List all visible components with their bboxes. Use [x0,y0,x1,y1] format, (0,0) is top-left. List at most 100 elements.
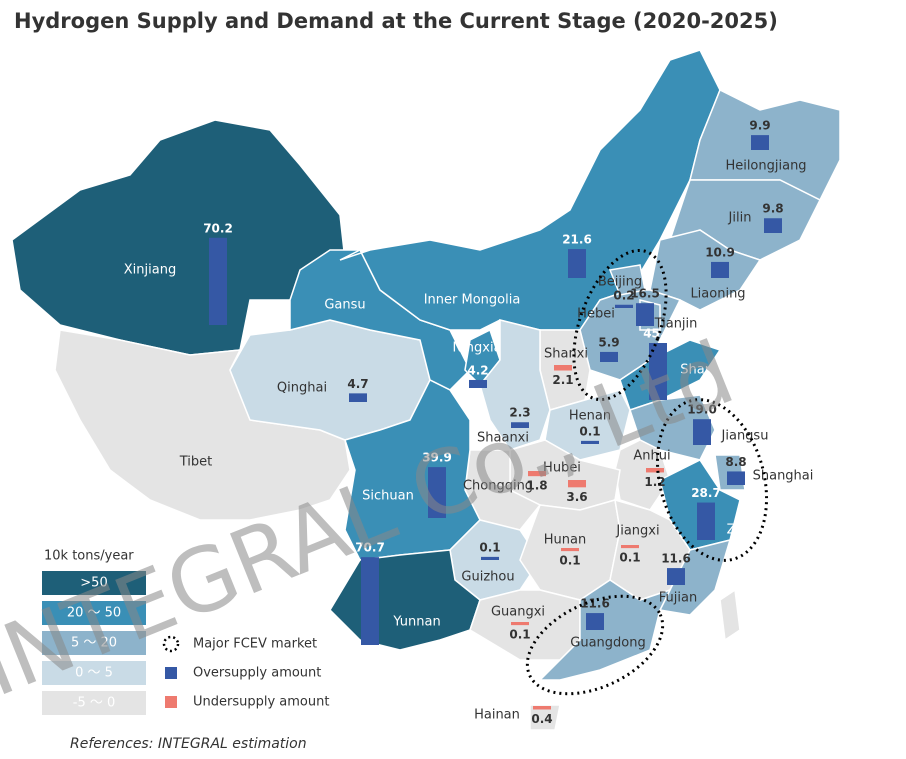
legend-label: 5 ～ 20 [71,636,117,651]
value-label: 0.1 [619,551,640,565]
province-name: Sichuan [362,489,414,504]
value-label: 16.5 [630,287,660,301]
province-name: Anhui [633,449,670,464]
legend-swatch [42,571,146,595]
legend-label: Undersupply amount [193,695,329,710]
value-label: 4.7 [347,377,368,391]
oversupply-bar [581,440,599,444]
province-name: Liaoning [690,287,745,302]
province-name: Guangdong [570,636,645,651]
province-name: Beijing [598,275,642,290]
province-name: Jiangsu [721,429,769,444]
legend: 10k tons/year >50 20 ～ 50 5 ～ 20 0 ～ 5 -5 ～ … [42,549,329,715]
value-label: 21.6 [562,233,592,247]
legend-label: 0 ～ 5 [75,666,113,681]
undersupply-bar [533,706,551,710]
undersupply-bar [511,622,529,626]
oversupply-bar [481,556,499,560]
oversupply-bar [615,304,633,308]
legend-marker [165,667,177,679]
province-name: Inner Mongolia [424,293,521,308]
province-name: Shanghai [753,469,814,484]
province-name: Shanxi [544,347,588,362]
oversupply-bar [209,237,227,325]
oversupply-bar [349,393,367,402]
undersupply-bar [621,545,639,549]
oversupply-bar [764,218,782,233]
value-label: 70.2 [203,221,233,235]
value-label: 19.0 [687,403,717,417]
value-label: 1.2 [644,475,665,489]
province-name: Shandong [680,363,745,378]
value-label: 3.6 [566,490,587,504]
island [719,588,741,642]
oversupply-bar [727,471,745,485]
province-name: Hainan [474,708,520,723]
province-name: Tianjin [654,317,698,332]
legend-swatch [42,691,146,715]
oversupply-bar [469,379,487,388]
legend-label: 20 ～ 50 [67,606,121,621]
legend-marker [165,696,177,708]
value-label: 2.3 [509,406,530,420]
value-label: 4.2 [467,363,488,377]
province [54,329,351,521]
value-label: 11.6 [661,552,691,566]
province-name: Jiangxi [615,524,659,539]
oversupply-bar [568,249,586,278]
value-label: 5.9 [598,335,619,349]
value-label: 1.8 [526,479,547,493]
province-name: Xinjiang [124,263,176,278]
value-label: 0.1 [559,554,580,568]
oversupply-bar [649,343,667,400]
value-label: 0.1 [579,424,600,438]
undersupply-bar [568,480,586,488]
legend-swatch [42,601,146,625]
value-label: 0.4 [531,712,552,726]
value-label: 0.1 [509,628,530,642]
undersupply-bar [554,365,572,371]
undersupply-bar [528,471,546,477]
province-name: Hubei [543,461,581,476]
legend-swatch [42,631,146,655]
province-name: Guangxi [491,605,545,620]
province-name: Yunnan [392,615,440,630]
oversupply-bar [636,303,654,326]
province-name: Qinghai [277,381,327,396]
province-name: Shaanxi [477,431,529,446]
province-name: Tibet [179,455,213,470]
value-label: 2.1 [552,373,573,387]
legend-title: 10k tons/year [44,549,134,564]
oversupply-bar [693,419,711,445]
province [344,378,481,561]
legend-label: Oversupply amount [193,666,321,681]
province [608,264,646,296]
province [529,704,561,731]
value-label: 70.7 [355,541,385,555]
oversupply-bar [511,422,529,428]
legend-label: Major FCEV market [193,637,317,652]
legend-label: -5 ～ 0 [73,696,116,711]
value-label: 8.8 [725,455,746,469]
province-name: Henan [569,409,611,424]
fcev-ellipse [655,398,769,562]
fcev-markets [525,248,769,696]
oversupply-bar [667,568,685,585]
value-label: 28.7 [691,486,721,500]
fcev-ellipse [572,248,668,402]
province-name: Fujian [659,591,697,606]
legend-marker [162,635,180,653]
province-name: Guizhou [461,570,514,585]
undersupply-bar [561,548,579,552]
reference: References: INTEGRAL estimation [70,736,307,752]
value-label: 39.9 [422,451,452,465]
value-label: 0.2 [613,288,634,302]
oversupply-bar [697,502,715,540]
title: Hydrogen Supply and Demand at the Curren… [14,9,778,33]
province-name: Chongqing [463,479,533,494]
fcev-ellipse [525,594,665,696]
province-name: Hebei [577,307,615,322]
map-labels: Xinjiang 70.2 Tibet Qinghai 4.7 Gansu Inner Mo… [124,119,814,726]
province-name: Zhejiang [727,523,784,538]
